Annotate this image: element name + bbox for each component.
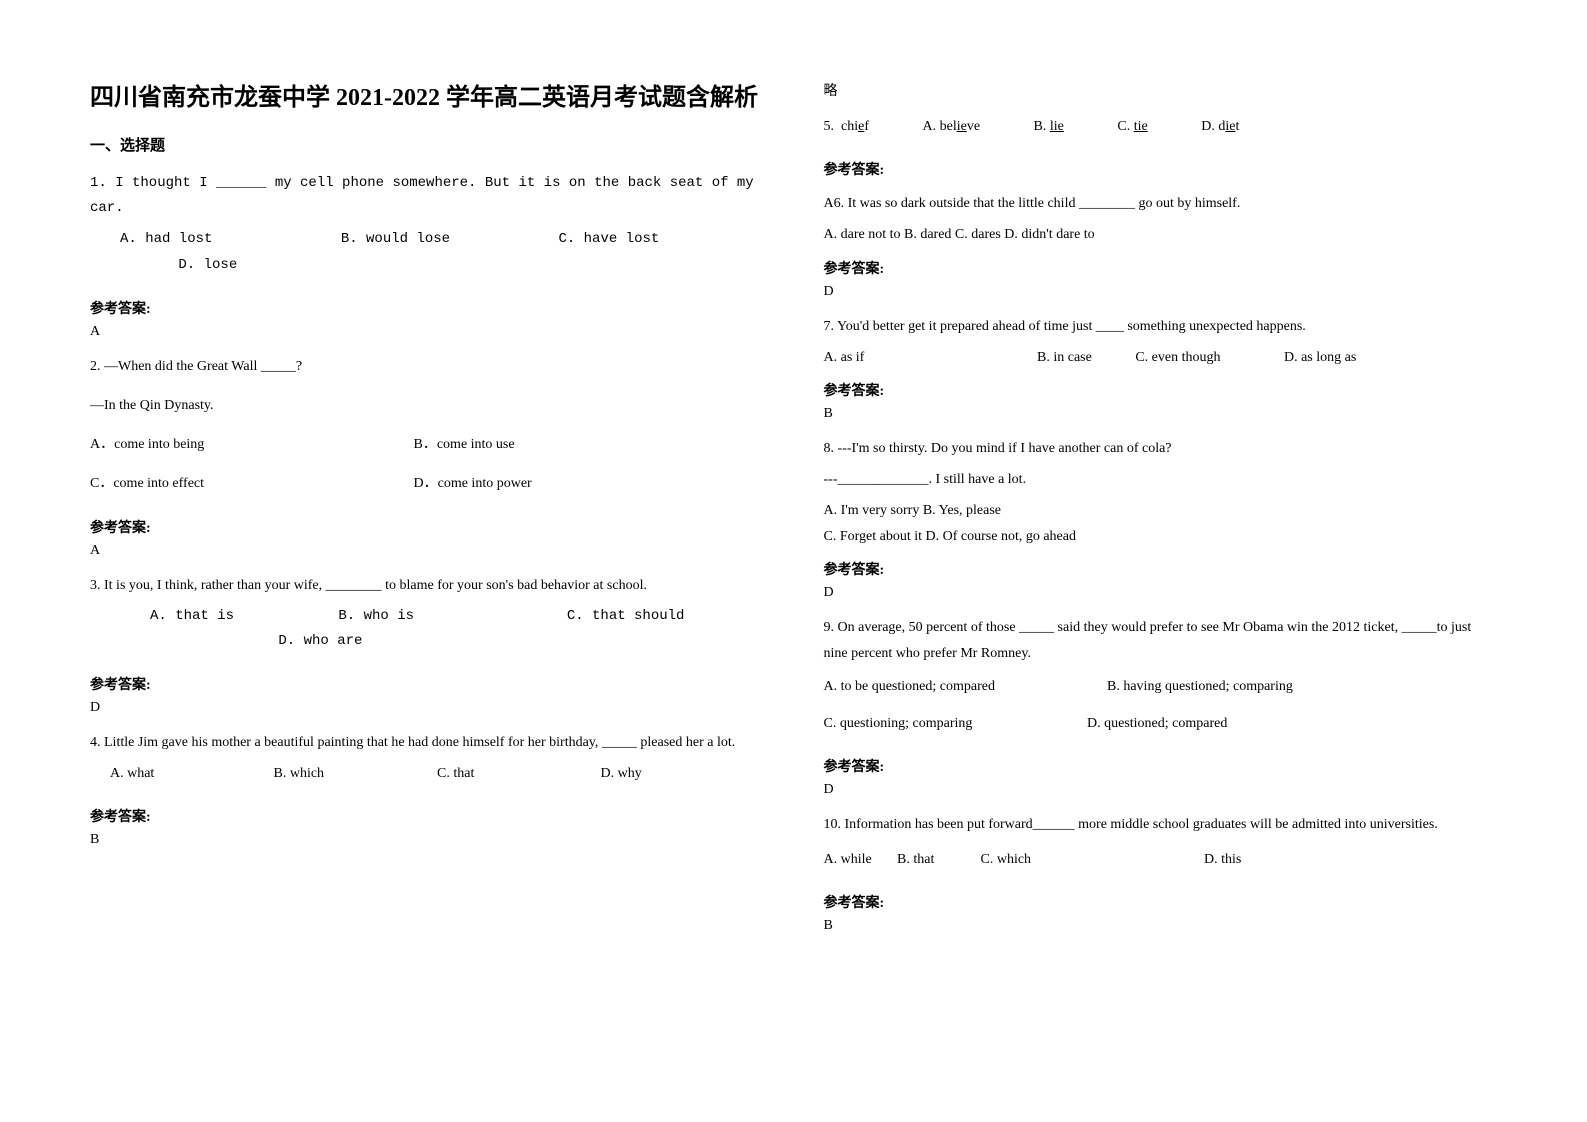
q4-opt-c: C. that [437, 761, 597, 786]
q9-opt-c: C. questioning; comparing [824, 711, 1084, 736]
q2-opt-a: A．come into being [90, 432, 410, 457]
q2-opt-d: D．come into power [414, 476, 532, 491]
question-8: 8. ---I'm so thirsty. Do you mind if I h… [824, 436, 1498, 549]
right-column: 略 5. chief A. believe B. lie C. tie D. d… [824, 80, 1498, 1042]
q10-answer-label: 参考答案: [824, 892, 1498, 912]
question-2: 2. —When did the Great Wall _____? —In t… [90, 354, 764, 497]
q2-body2: —In the Qin Dynasty. [90, 393, 764, 418]
q5-opt-a: A. believe [923, 114, 981, 139]
q5-opt-d: D. diet [1201, 114, 1239, 139]
q2-answer: A [90, 543, 764, 559]
q9-options-row1: A. to be questioned; compared B. having … [824, 674, 1498, 699]
q1-answer: A [90, 324, 764, 340]
q3-opt-d: D. who are [278, 633, 362, 649]
q5-num: 5. chief [824, 114, 870, 139]
q10-body: 10. Information has been put forward____… [824, 812, 1498, 839]
q1-answer-label: 参考答案: [90, 298, 764, 318]
q5-opt-b: B. lie [1034, 114, 1064, 139]
q10-opt-b: B. that [897, 847, 977, 872]
question-1: 1. I thought I ______ my cell phone some… [90, 171, 764, 278]
q8-answer: D [824, 585, 1498, 601]
q7-answer: B [824, 406, 1498, 422]
q7-opt-c: C. even though [1135, 345, 1220, 370]
q2-opt-c: C．come into effect [90, 471, 410, 496]
q9-answer: D [824, 782, 1498, 798]
q7-opt-b: B. in case [1037, 345, 1092, 370]
q2-options-row1: A．come into being B．come into use [90, 432, 764, 457]
question-9: 9. On average, 50 percent of those _____… [824, 615, 1498, 737]
q8-options-1: A. I'm very sorry B. Yes, please [824, 498, 1498, 523]
q9-body: 9. On average, 50 percent of those _____… [824, 615, 1498, 668]
q8-body: 8. ---I'm so thirsty. Do you mind if I h… [824, 436, 1498, 461]
q4-options: A. what B. which C. that D. why [90, 761, 764, 786]
question-6: A6. It was so dark outside that the litt… [824, 191, 1498, 247]
q3-answer: D [90, 700, 764, 716]
q4-answer: B [90, 832, 764, 848]
q4-body: 4. Little Jim gave his mother a beautifu… [90, 730, 764, 755]
q3-opt-c: C. that should [567, 608, 685, 624]
q2-options-row2: C．come into effect D．come into power [90, 471, 764, 496]
q10-opt-c: C. which [981, 847, 1201, 872]
q7-answer-label: 参考答案: [824, 380, 1498, 400]
q3-opt-a: A. that is [150, 604, 330, 629]
q4-opt-d: D. why [601, 766, 642, 781]
q5-opt-c: C. tie [1117, 114, 1147, 139]
question-7: 7. You'd better get it prepared ahead of… [824, 314, 1498, 370]
question-5: 5. chief A. believe B. lie C. tie D. die… [824, 114, 1498, 139]
q2-answer-label: 参考答案: [90, 517, 764, 537]
q4-opt-a: A. what [110, 761, 270, 786]
q10-options: A. while B. that C. which D. this [824, 847, 1498, 872]
q10-answer: B [824, 918, 1498, 934]
q7-body: 7. You'd better get it prepared ahead of… [824, 314, 1498, 339]
q2-opt-b: B．come into use [414, 437, 515, 452]
section-heading: 一、选择题 [90, 134, 764, 155]
q3-answer-label: 参考答案: [90, 674, 764, 694]
q8-body2: ---_____________. I still have a lot. [824, 467, 1498, 492]
q8-answer-label: 参考答案: [824, 559, 1498, 579]
q1-opt-a: A. had lost [120, 227, 212, 252]
q5-answer-label: 参考答案: [824, 159, 1498, 179]
question-4: 4. Little Jim gave his mother a beautifu… [90, 730, 764, 786]
q6-answer: D [824, 284, 1498, 300]
q10-opt-d: D. this [1204, 852, 1241, 867]
q3-body: 3. It is you, I think, rather than your … [90, 573, 764, 598]
q6-body: A6. It was so dark outside that the litt… [824, 191, 1498, 216]
q7-opt-a: A. as if [824, 345, 974, 370]
q10-opt-a: A. while [824, 847, 894, 872]
left-column: 四川省南充市龙蚕中学 2021-2022 学年高二英语月考试题含解析 一、选择题… [90, 80, 764, 1042]
q6-answer-label: 参考答案: [824, 258, 1498, 278]
omit-text: 略 [824, 80, 1498, 100]
question-10: 10. Information has been put forward____… [824, 812, 1498, 872]
q7-opt-d: D. as long as [1284, 345, 1356, 370]
q4-answer-label: 参考答案: [90, 806, 764, 826]
q9-options-row2: C. questioning; comparing D. questioned;… [824, 711, 1498, 736]
q4-opt-b: B. which [274, 761, 434, 786]
q9-answer-label: 参考答案: [824, 756, 1498, 776]
q9-opt-d: D. questioned; compared [1087, 716, 1227, 731]
q1-body: 1. I thought I ______ my cell phone some… [90, 171, 764, 221]
question-3: 3. It is you, I think, rather than your … [90, 573, 764, 655]
q9-opt-a: A. to be questioned; compared [824, 674, 1104, 699]
q8-options-2: C. Forget about it D. Of course not, go … [824, 524, 1498, 549]
q3-options: A. that is B. who is C. that should D. w… [90, 604, 764, 654]
page-title: 四川省南充市龙蚕中学 2021-2022 学年高二英语月考试题含解析 [90, 80, 764, 116]
q2-body: 2. —When did the Great Wall _____? [90, 354, 764, 379]
q1-options: A. had lost B. would lose C. have lost D… [90, 227, 764, 277]
q1-opt-d: D. lose [178, 253, 237, 278]
q7-options: A. as if B. in case C. even though D. as… [824, 345, 1498, 370]
q3-opt-b: B. who is [338, 604, 558, 629]
q1-opt-b: B. would lose [341, 227, 450, 252]
q1-opt-c: C. have lost [558, 227, 659, 252]
q9-opt-b: B. having questioned; comparing [1107, 679, 1293, 694]
q6-options: A. dare not to B. dared C. dares D. didn… [824, 222, 1498, 247]
